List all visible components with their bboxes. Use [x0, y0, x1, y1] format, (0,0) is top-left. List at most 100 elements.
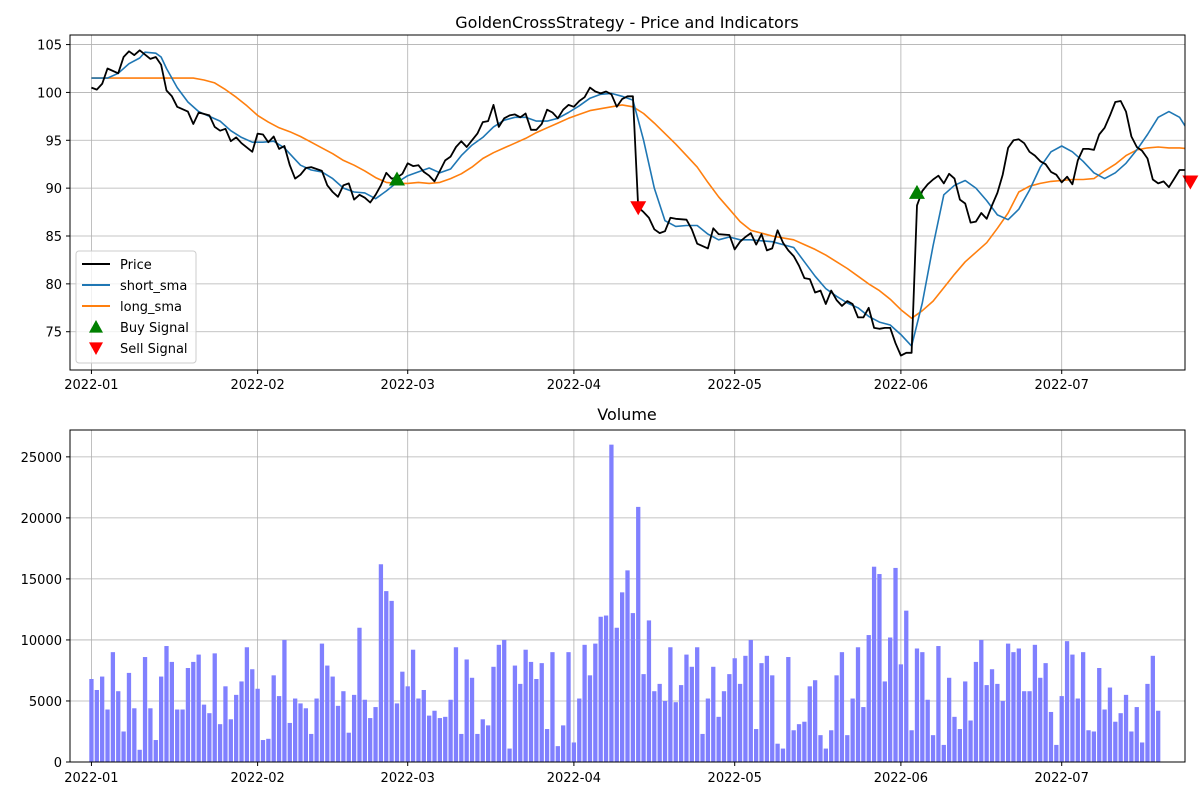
volume-bar	[882, 681, 887, 762]
volume-bar	[496, 644, 501, 762]
volume-bar	[453, 647, 459, 762]
volume-bar	[812, 680, 818, 762]
price-x-tick-label: 2022-06	[874, 378, 928, 393]
sell-signal-marker	[630, 201, 647, 216]
legend-swatch-buy-signal	[89, 320, 103, 333]
volume-bar	[555, 746, 560, 762]
volume-x-tick-label: 2022-01	[64, 771, 118, 786]
volume-bar	[142, 657, 148, 762]
price-x-tick-label: 2022-07	[1035, 378, 1089, 393]
volume-bar	[1102, 709, 1107, 762]
volume-bar	[421, 689, 426, 762]
price-x-tick-label: 2022-02	[230, 378, 284, 393]
volume-bar	[582, 644, 587, 762]
volume-bar	[764, 655, 770, 762]
volume-bar	[373, 707, 378, 762]
price-x-tick-label: 2022-01	[64, 378, 118, 393]
volume-bar	[250, 669, 255, 762]
volume-bar	[394, 703, 400, 762]
volume-x-tick-label: 2022-05	[708, 771, 762, 786]
volume-bar	[169, 661, 174, 762]
volume-bar	[1005, 643, 1011, 762]
volume-bars-layer	[89, 444, 1161, 762]
volume-bar	[989, 669, 995, 762]
volume-bar	[888, 637, 893, 762]
volume-bar	[603, 615, 609, 762]
volume-bar	[920, 652, 925, 762]
volume-bar	[346, 732, 351, 762]
volume-bar	[443, 716, 448, 762]
volume-bar	[309, 733, 314, 762]
volume-chart-title: Volume	[597, 405, 657, 424]
volume-bar	[330, 676, 335, 762]
volume-bar	[164, 646, 169, 762]
buy-signal-marker	[908, 184, 925, 199]
volume-bar	[791, 730, 796, 762]
volume-bar	[770, 675, 775, 762]
volume-bar	[1038, 677, 1043, 762]
volume-bar	[410, 649, 416, 762]
volume-bar	[335, 705, 341, 762]
volume-bar	[512, 665, 518, 762]
volume-bar	[400, 671, 405, 762]
volume-y-tick-label: 20000	[21, 512, 62, 527]
volume-bar	[957, 729, 962, 762]
volume-bar	[207, 713, 212, 762]
volume-bar	[850, 698, 855, 762]
legend-label-long-sma: long_sma	[120, 300, 182, 315]
price-y-tick-label: 90	[45, 182, 62, 197]
volume-bar	[571, 742, 577, 762]
volume-bar	[217, 724, 223, 762]
volume-bar	[561, 725, 566, 762]
volume-bar	[979, 639, 984, 762]
series-line-price	[91, 49, 1185, 357]
volume-bar	[673, 702, 678, 762]
volume-y-tick-label: 5000	[29, 695, 62, 710]
volume-bar	[416, 698, 421, 762]
volume-bar	[866, 635, 871, 762]
volume-bar	[904, 610, 909, 762]
price-y-tick-label: 80	[45, 278, 62, 293]
volume-bar	[266, 738, 271, 762]
volume-x-axis: 2022-01 2022-02 2022-03 2022-04 2022-05 2022-…	[64, 762, 1089, 786]
volume-bar	[544, 729, 550, 762]
volume-bar	[914, 648, 920, 762]
volume-bar	[319, 643, 325, 762]
volume-bar	[1081, 652, 1086, 762]
volume-bar	[502, 639, 507, 762]
volume-bar	[657, 683, 662, 762]
volume-bar	[534, 679, 539, 762]
volume-x-tick-label: 2022-03	[381, 771, 435, 786]
legend-label-buy-signal: Buy Signal	[120, 321, 189, 336]
volume-bar	[786, 657, 791, 762]
volume-bar	[930, 735, 936, 762]
volume-bar	[1145, 683, 1150, 762]
volume-bar	[185, 668, 191, 762]
volume-bar	[368, 718, 373, 762]
volume-bar	[925, 699, 930, 762]
volume-bar	[759, 663, 764, 762]
volume-bar	[620, 592, 625, 762]
volume-bar	[148, 708, 153, 762]
volume-bar	[807, 686, 812, 762]
volume-bar	[936, 646, 941, 762]
volume-bar	[668, 647, 673, 762]
volume-bar	[287, 722, 292, 762]
volume-bar	[1134, 707, 1139, 762]
volume-bar	[871, 566, 877, 762]
volume-bar	[780, 748, 786, 762]
volume-bar	[748, 639, 753, 762]
volume-bar	[491, 666, 496, 762]
volume-bar	[223, 686, 228, 762]
volume-bar	[1118, 713, 1123, 762]
volume-x-tick-label: 2022-04	[547, 771, 601, 786]
price-panel: GoldenCrossStrategy - Price and Indicato…	[37, 13, 1199, 393]
volume-bar	[175, 709, 180, 762]
volume-bar	[255, 688, 260, 762]
volume-bar	[282, 639, 287, 762]
volume-bar	[678, 685, 684, 762]
volume-bar	[341, 691, 346, 762]
volume-bar	[1016, 648, 1021, 762]
price-x-tick-label: 2022-04	[547, 378, 601, 393]
price-y-tick-label: 100	[37, 86, 62, 101]
